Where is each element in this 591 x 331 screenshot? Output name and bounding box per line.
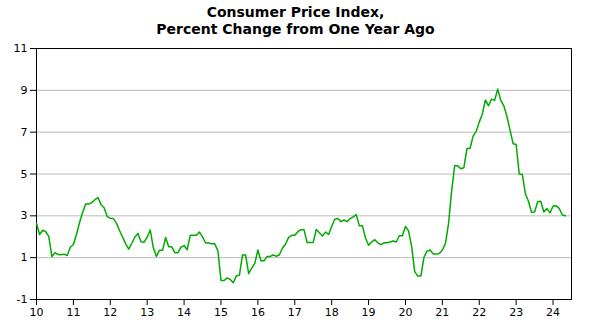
svg-text:21: 21 — [435, 306, 449, 319]
svg-text:11: 11 — [14, 42, 28, 55]
svg-text:23: 23 — [509, 306, 523, 319]
svg-text:3: 3 — [21, 209, 28, 222]
svg-text:-1: -1 — [17, 293, 28, 306]
svg-text:17: 17 — [288, 306, 302, 319]
svg-text:16: 16 — [251, 306, 265, 319]
svg-text:22: 22 — [472, 306, 486, 319]
svg-text:14: 14 — [177, 306, 191, 319]
svg-text:1: 1 — [21, 251, 28, 264]
svg-text:12: 12 — [103, 306, 117, 319]
svg-text:24: 24 — [546, 306, 560, 319]
svg-text:5: 5 — [21, 168, 28, 181]
svg-text:11: 11 — [66, 306, 80, 319]
html-text:Consumer Price Index, Percent: Consumer Price Index, Percent Change fro… — [156, 4, 435, 37]
svg-text:9: 9 — [21, 84, 28, 97]
svg-text:10: 10 — [30, 306, 44, 319]
svg-text:13: 13 — [140, 306, 154, 319]
svg-text:19: 19 — [362, 306, 376, 319]
svg-text:7: 7 — [21, 126, 28, 139]
svg-text:20: 20 — [398, 306, 412, 319]
svg-text:15: 15 — [214, 306, 228, 319]
svg-text:18: 18 — [325, 306, 339, 319]
